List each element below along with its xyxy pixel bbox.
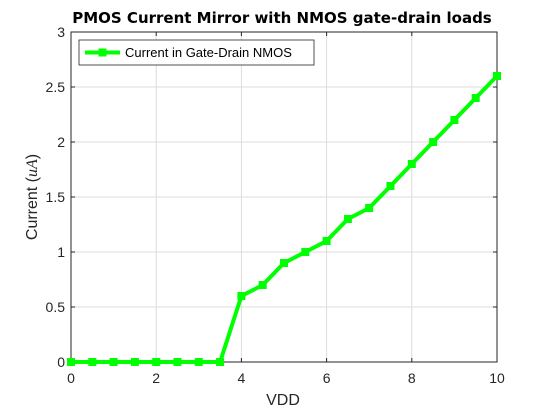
x-tick-label: 4	[238, 370, 246, 386]
data-point	[152, 358, 161, 366]
data-point	[471, 94, 480, 102]
x-tick-label: 0	[67, 370, 75, 386]
y-tick-label: 1.5	[46, 189, 66, 205]
data-point	[343, 215, 352, 223]
data-point	[109, 358, 118, 366]
grid	[70, 31, 498, 363]
data-point	[493, 72, 501, 80]
x-axis: 0 2 4 6 8 10	[67, 32, 505, 386]
legend: Current in Gate-Drain NMOS	[78, 39, 315, 66]
data-point	[88, 358, 97, 366]
x-tick-label: 2	[152, 370, 160, 386]
y-tick-label: 2	[57, 134, 65, 150]
y-tick-label: 0.5	[46, 299, 66, 315]
x-tick-label: 10	[489, 370, 505, 386]
legend-marker-swatch	[98, 48, 107, 57]
legend-entry-label: Current in Gate-Drain NMOS	[125, 45, 292, 60]
data-point	[450, 116, 459, 124]
y-axis-label-suffix: )	[24, 154, 41, 159]
data-point	[237, 292, 246, 300]
data-point	[322, 237, 331, 245]
series-layer	[67, 72, 501, 366]
data-point	[365, 204, 374, 212]
y-tick-label: 3	[57, 24, 65, 40]
data-point	[407, 160, 416, 168]
data-point	[216, 358, 225, 366]
y-axis-label-unit: uA	[24, 159, 41, 177]
y-tick-label: 2.5	[46, 79, 66, 95]
data-point	[280, 259, 288, 267]
x-tick-label: 8	[408, 370, 416, 386]
y-tick-label: 1	[57, 244, 65, 260]
y-axis-label: Current (uA)	[24, 154, 41, 240]
y-tick-label: 0	[57, 354, 65, 370]
data-point	[386, 182, 395, 190]
data-point	[301, 248, 310, 256]
data-point	[429, 138, 438, 146]
data-point	[130, 358, 139, 366]
y-axis: 0 0.5 1 1.5 2 2.5 3	[46, 24, 497, 370]
x-axis-label: VDD	[266, 392, 300, 409]
chart-title: PMOS Current Mirror with NMOS gate-drain…	[72, 9, 492, 27]
data-point	[258, 281, 267, 289]
data-point	[67, 358, 75, 366]
x-tick-label: 6	[323, 370, 331, 386]
data-point	[194, 358, 203, 366]
y-axis-label-prefix: Current (	[24, 176, 41, 240]
data-point	[173, 358, 182, 366]
